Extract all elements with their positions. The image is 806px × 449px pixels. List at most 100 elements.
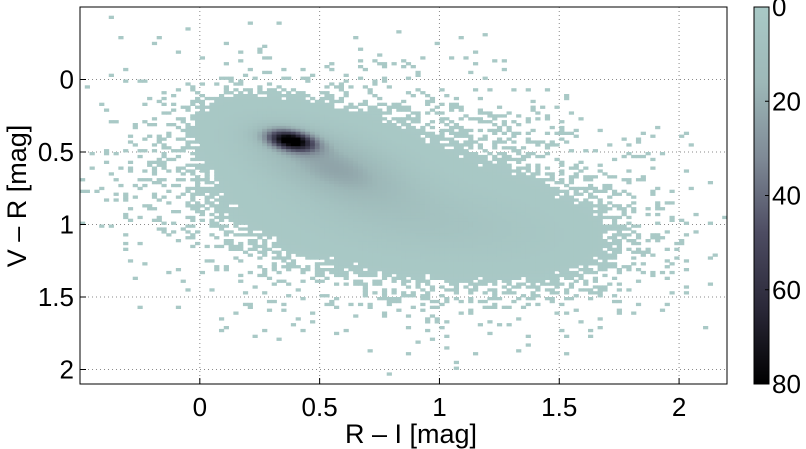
density-cell xyxy=(477,265,483,269)
density-cell xyxy=(319,175,325,179)
density-cell xyxy=(290,178,297,182)
density-cell xyxy=(214,166,220,170)
density-cell xyxy=(329,157,335,162)
density-cell xyxy=(281,94,287,98)
density-cell xyxy=(281,207,287,211)
density-cell xyxy=(262,108,268,112)
density-cell xyxy=(334,201,340,205)
density-cell xyxy=(444,221,450,225)
density-cell xyxy=(405,152,412,156)
density-cell xyxy=(286,210,292,214)
density-cell xyxy=(405,265,412,269)
density-cell xyxy=(252,157,258,162)
density-cell xyxy=(492,175,498,179)
density-cell xyxy=(506,291,512,295)
density-cell xyxy=(607,282,613,286)
density-cell xyxy=(329,146,335,150)
density-cell xyxy=(185,186,191,191)
density-cell xyxy=(386,163,392,167)
density-cell xyxy=(425,224,431,228)
density-cell xyxy=(218,160,225,164)
density-cell xyxy=(578,192,584,196)
density-cell xyxy=(180,172,186,176)
density-cell xyxy=(362,195,368,199)
density-cell xyxy=(319,146,325,150)
density-cell xyxy=(544,131,551,135)
density-cell xyxy=(564,201,570,205)
density-cell xyxy=(142,137,148,141)
density-cell xyxy=(516,152,522,156)
density-cell xyxy=(425,279,431,283)
density-cell xyxy=(453,256,460,260)
density-cell xyxy=(611,218,618,222)
density-cell xyxy=(103,198,110,202)
density-cell xyxy=(214,128,220,133)
density-cell xyxy=(506,204,512,208)
density-cell xyxy=(151,117,158,121)
density-cell xyxy=(472,152,479,156)
density-cell xyxy=(607,215,613,220)
density-cell xyxy=(209,166,215,170)
density-cell xyxy=(444,250,450,254)
density-cell xyxy=(429,169,436,173)
density-cell xyxy=(362,123,368,127)
density-cell xyxy=(525,302,531,307)
density-cell xyxy=(195,230,201,234)
density-cell xyxy=(151,149,158,153)
density-cell xyxy=(367,233,373,237)
density-cell xyxy=(492,218,498,222)
density-cell xyxy=(410,247,416,251)
density-cell xyxy=(468,210,474,214)
density-cell xyxy=(410,94,416,98)
density-cell xyxy=(540,273,546,278)
density-cell xyxy=(544,259,551,263)
density-cell xyxy=(238,181,244,185)
density-cell xyxy=(252,105,258,109)
density-cell xyxy=(310,160,316,164)
density-cell xyxy=(276,253,282,257)
density-cell xyxy=(357,224,364,228)
density-cell xyxy=(281,181,287,185)
density-cell xyxy=(559,137,565,141)
density-cell xyxy=(343,120,349,124)
density-cell xyxy=(401,268,407,272)
density-cell xyxy=(463,207,469,211)
density-cell xyxy=(247,149,253,153)
density-cell xyxy=(410,192,416,196)
density-cell xyxy=(520,212,527,217)
density-cell xyxy=(338,224,344,228)
density-cell xyxy=(262,111,268,115)
density-cell xyxy=(616,311,622,315)
density-cell xyxy=(530,108,536,112)
density-cell xyxy=(458,256,464,260)
density-cell xyxy=(530,259,536,263)
density-cell xyxy=(171,157,177,162)
density-cell xyxy=(439,227,445,231)
density-cell xyxy=(185,204,191,208)
density-cell xyxy=(511,285,517,289)
density-cell xyxy=(142,120,148,124)
density-cell xyxy=(578,253,584,257)
density-cell xyxy=(228,125,234,130)
density-cell xyxy=(228,152,234,156)
density-cell xyxy=(305,256,311,260)
density-cell xyxy=(295,157,301,162)
density-cell xyxy=(295,163,301,167)
density-cell xyxy=(295,265,301,269)
density-cell xyxy=(501,146,507,150)
density-cell xyxy=(238,105,244,109)
density-cell xyxy=(396,230,402,234)
density-cell xyxy=(147,134,153,138)
density-cell xyxy=(290,259,297,263)
density-cell xyxy=(477,241,483,246)
density-cell xyxy=(319,143,325,147)
density-cell xyxy=(238,82,244,86)
density-cell xyxy=(348,236,354,240)
density-cell xyxy=(616,268,622,272)
density-cell xyxy=(554,250,560,254)
density-cell xyxy=(233,157,239,162)
density-cell xyxy=(367,305,373,309)
density-cell xyxy=(286,192,292,196)
density-cell xyxy=(329,233,335,237)
density-cell xyxy=(449,102,455,106)
